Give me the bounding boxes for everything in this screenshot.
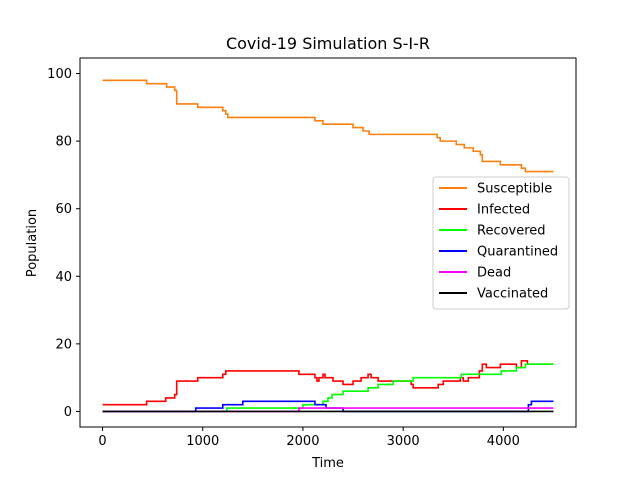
legend-label-recovered: Recovered — [477, 224, 546, 239]
y-axis-label: Population — [25, 209, 40, 277]
x-axis: 0 1000 2000 3000 4000 — [98, 427, 520, 449]
series-layer — [102, 79, 554, 413]
y-tick-label: 20 — [55, 337, 72, 352]
legend-label-dead: Dead — [477, 266, 511, 281]
legend-label-quarantined: Quarantined — [477, 245, 558, 260]
x-axis-label: Time — [311, 456, 344, 471]
y-tick-label: 60 — [55, 202, 72, 217]
x-tick-label: 1000 — [186, 434, 219, 449]
x-tick-label: 3000 — [387, 434, 420, 449]
y-axis: 0 20 40 60 80 100 — [47, 67, 80, 420]
x-tick-label: 4000 — [487, 434, 520, 449]
legend-label-vaccinated: Vaccinated — [477, 287, 548, 302]
legend-label-infected: Infected — [477, 203, 530, 218]
y-tick-label: 0 — [64, 405, 72, 420]
legend-label-susceptible: Susceptible — [477, 182, 552, 197]
x-tick-label: 2000 — [286, 434, 319, 449]
y-tick-label: 100 — [47, 67, 72, 82]
y-tick-label: 80 — [55, 135, 72, 150]
y-tick-label: 40 — [55, 270, 72, 285]
plot-frame — [79, 57, 577, 428]
series-line-susceptible — [102, 79, 554, 173]
x-tick-label: 0 — [98, 434, 106, 449]
chart-title: Covid-19 Simulation S-I-R — [226, 34, 430, 53]
series-line-quarantined — [102, 400, 554, 413]
legend: Susceptible Infected Recovered Quarantined D… — [432, 176, 570, 310]
series-line-infected — [102, 359, 554, 406]
